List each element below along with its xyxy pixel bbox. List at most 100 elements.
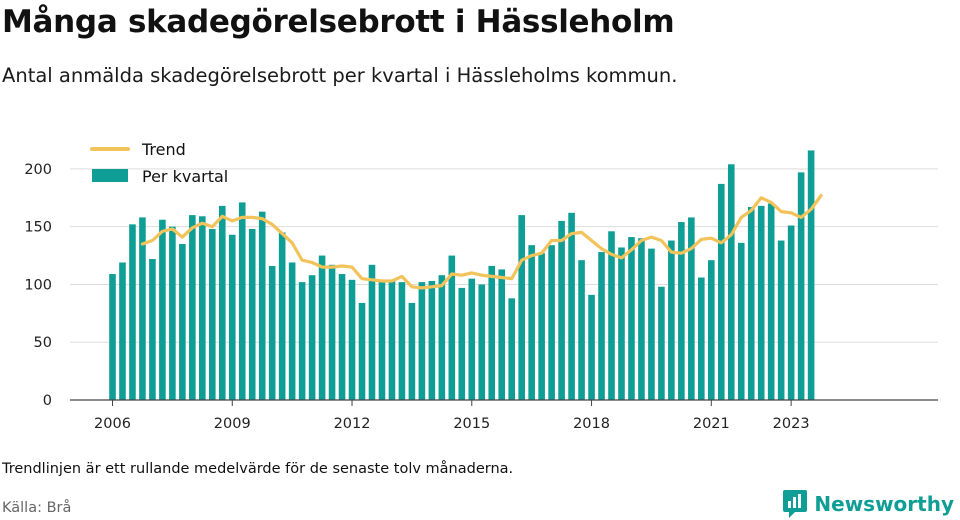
- bar: [288, 262, 296, 400]
- bar: [767, 203, 775, 400]
- bar: [548, 245, 555, 400]
- bar: [408, 302, 416, 400]
- bar: [588, 294, 595, 400]
- bar: [119, 262, 126, 400]
- bar: [268, 265, 276, 400]
- bar: [717, 183, 725, 400]
- bar: [218, 205, 226, 400]
- source-label: Källa: Brå: [2, 500, 72, 516]
- x-axis-ticks: 2006 2009 2012 2015 2018 2021 2023: [94, 400, 810, 432]
- chart-subtitle: Antal anmälda skadegörelsebrott per kvar…: [2, 64, 678, 87]
- legend: Trend Per kvartal: [90, 140, 228, 186]
- legend-bar-label: Per kvartal: [142, 167, 228, 186]
- bar: [488, 265, 496, 400]
- bar: [528, 245, 535, 400]
- bar: [318, 255, 326, 400]
- bar: [797, 172, 805, 400]
- bar-series: [109, 150, 815, 400]
- bar: [598, 252, 605, 400]
- bar: [238, 202, 246, 400]
- bar: [558, 220, 565, 400]
- bar: [388, 280, 396, 400]
- trend-line: [140, 193, 823, 290]
- bar: [678, 222, 685, 400]
- footnote: Trendlinjen är ett rullande medelvärde f…: [2, 461, 514, 477]
- bar: [179, 244, 186, 400]
- bar: [468, 278, 476, 400]
- y-tick-label: 50: [34, 335, 52, 351]
- bar: [777, 240, 785, 400]
- bar: [228, 234, 236, 400]
- bar: [578, 260, 585, 400]
- bar: [787, 225, 795, 400]
- brand-logo: Newsworthy: [782, 489, 954, 519]
- bar: [668, 240, 675, 400]
- legend-bar-swatch: [92, 169, 128, 182]
- bar: [568, 212, 575, 400]
- bar: [538, 253, 545, 400]
- bar: [298, 282, 306, 400]
- bar: [737, 242, 745, 400]
- bar: [807, 150, 815, 400]
- bar: [338, 274, 346, 400]
- y-tick-label: 100: [24, 277, 52, 293]
- bar: [688, 217, 695, 400]
- bar: [189, 215, 196, 400]
- bar: [209, 228, 216, 400]
- x-tick-label: 2023: [773, 416, 810, 432]
- y-axis-ticks: 0 50 100 150 200: [24, 162, 52, 409]
- bar: [398, 282, 406, 400]
- bar: [478, 284, 486, 400]
- bar: [258, 211, 266, 400]
- y-tick-label: 0: [43, 393, 52, 409]
- bar: [438, 275, 446, 400]
- bar: [638, 238, 645, 400]
- x-tick-label: 2015: [453, 416, 490, 432]
- bar: [348, 279, 356, 400]
- bar: [159, 219, 166, 400]
- bar: [378, 279, 386, 400]
- y-tick-label: 150: [24, 220, 52, 236]
- trend-series: [140, 193, 823, 290]
- bar: [308, 275, 316, 400]
- chart-area: 0 50 100 150 200 2006 2009 2012 2015 2018 2021 202…: [24, 140, 938, 432]
- legend-trend-label: Trend: [141, 140, 186, 159]
- y-tick-label: 200: [24, 162, 52, 178]
- bar: [199, 216, 206, 400]
- bar: [608, 231, 615, 400]
- chart-title: Många skadegörelsebrott i Hässleholm: [2, 4, 675, 40]
- bar: [248, 228, 256, 400]
- bar: [508, 298, 515, 400]
- bar: [139, 217, 146, 400]
- x-tick-label: 2009: [214, 416, 251, 432]
- bar: [658, 286, 665, 400]
- x-tick-label: 2006: [94, 416, 131, 432]
- bar: [708, 260, 715, 400]
- bar: [169, 226, 176, 400]
- bar: [278, 232, 286, 400]
- bar: [727, 164, 735, 400]
- bar: [368, 264, 376, 400]
- bar: [757, 205, 765, 400]
- bar: [618, 247, 625, 400]
- bar: [428, 280, 436, 400]
- bar: [358, 302, 366, 400]
- bar: [129, 224, 136, 400]
- newsworthy-icon: [783, 490, 808, 518]
- bar: [109, 274, 116, 400]
- bar: [448, 255, 456, 400]
- x-tick-label: 2021: [693, 416, 730, 432]
- bar: [648, 248, 655, 400]
- brand-name: Newsworthy: [814, 492, 954, 516]
- bar: [418, 282, 426, 400]
- bar: [628, 237, 635, 400]
- bar: [149, 259, 156, 400]
- bar: [458, 287, 466, 400]
- bar: [747, 207, 755, 400]
- bar: [328, 264, 336, 400]
- x-tick-label: 2012: [334, 416, 371, 432]
- bar: [698, 277, 705, 400]
- bar: [498, 269, 506, 400]
- bar: [518, 215, 525, 400]
- x-tick-label: 2018: [573, 416, 610, 432]
